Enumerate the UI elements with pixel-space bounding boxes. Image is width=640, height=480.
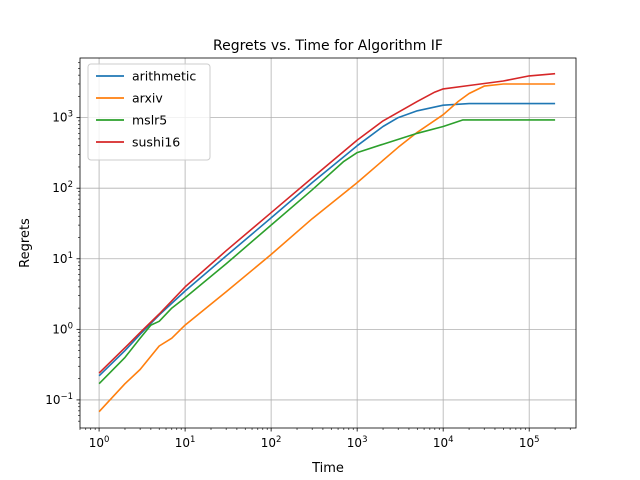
x-tick-label-exponent: 3 [362,435,367,445]
series-line-arxiv [98,83,556,413]
y-tick-label: 102 [52,180,73,195]
y-axis-label: Regrets [18,218,33,268]
x-tick-label-base: 10 [519,436,534,450]
legend-label: mslr5 [132,113,167,128]
series-line-sushi16 [98,72,556,374]
x-tick-label-exponent: 5 [534,435,539,445]
x-tick-label: 105 [519,435,540,450]
y-tick-label-exponent: 1 [68,251,73,261]
y-tick-label-exponent: 3 [68,110,73,120]
x-tick-label-exponent: 2 [276,435,281,445]
x-tick-label-exponent: 0 [104,435,109,445]
y-tick-label-exponent: 2 [68,180,73,190]
y-tick-label: 103 [52,110,73,125]
y-tick-label-exponent: 0 [68,321,73,331]
legend-label: sushi16 [132,135,180,150]
x-tick-label-base: 10 [89,436,104,450]
y-tick-label-base: 10 [52,252,67,266]
grid [80,58,576,428]
y-tick-label-base: 10 [52,322,67,336]
series-lines [98,72,556,413]
x-tick-label: 100 [89,435,110,450]
x-tick-label-base: 10 [261,436,276,450]
legend-label: arxiv [132,91,163,106]
y-tick-label-exponent: −1 [60,392,73,402]
x-tick-label: 104 [433,435,454,450]
x-tick-label: 103 [347,435,368,450]
x-tick-label-base: 10 [347,436,362,450]
legend-box [87,63,211,161]
legend-label: arithmetic [132,69,196,84]
x-tick-label: 101 [175,435,196,450]
plot-frame [79,57,577,429]
legend: arithmetic arxiv mslr5 sushi16 [87,63,211,161]
x-tick-label-exponent: 1 [190,435,195,445]
x-tick-label: 102 [261,435,282,450]
x-tick-label-base: 10 [175,436,190,450]
y-tick-label: 101 [52,251,73,266]
y-tick-label: 10−1 [45,392,73,407]
x-tick-label-exponent: 4 [448,435,453,445]
x-axis-label: Time [311,461,344,476]
series-line-arithmetic [98,102,556,377]
chart-title: Regrets vs. Time for Algorithm IF [213,38,443,54]
series-line-mslr5 [98,119,556,385]
x-tick-label-base: 10 [433,436,448,450]
y-tick-label-base: 10 [52,181,67,195]
y-tick-label-base: 10 [52,111,67,125]
y-tick-label: 100 [52,321,73,336]
y-tick-label-base: 10 [45,393,60,407]
